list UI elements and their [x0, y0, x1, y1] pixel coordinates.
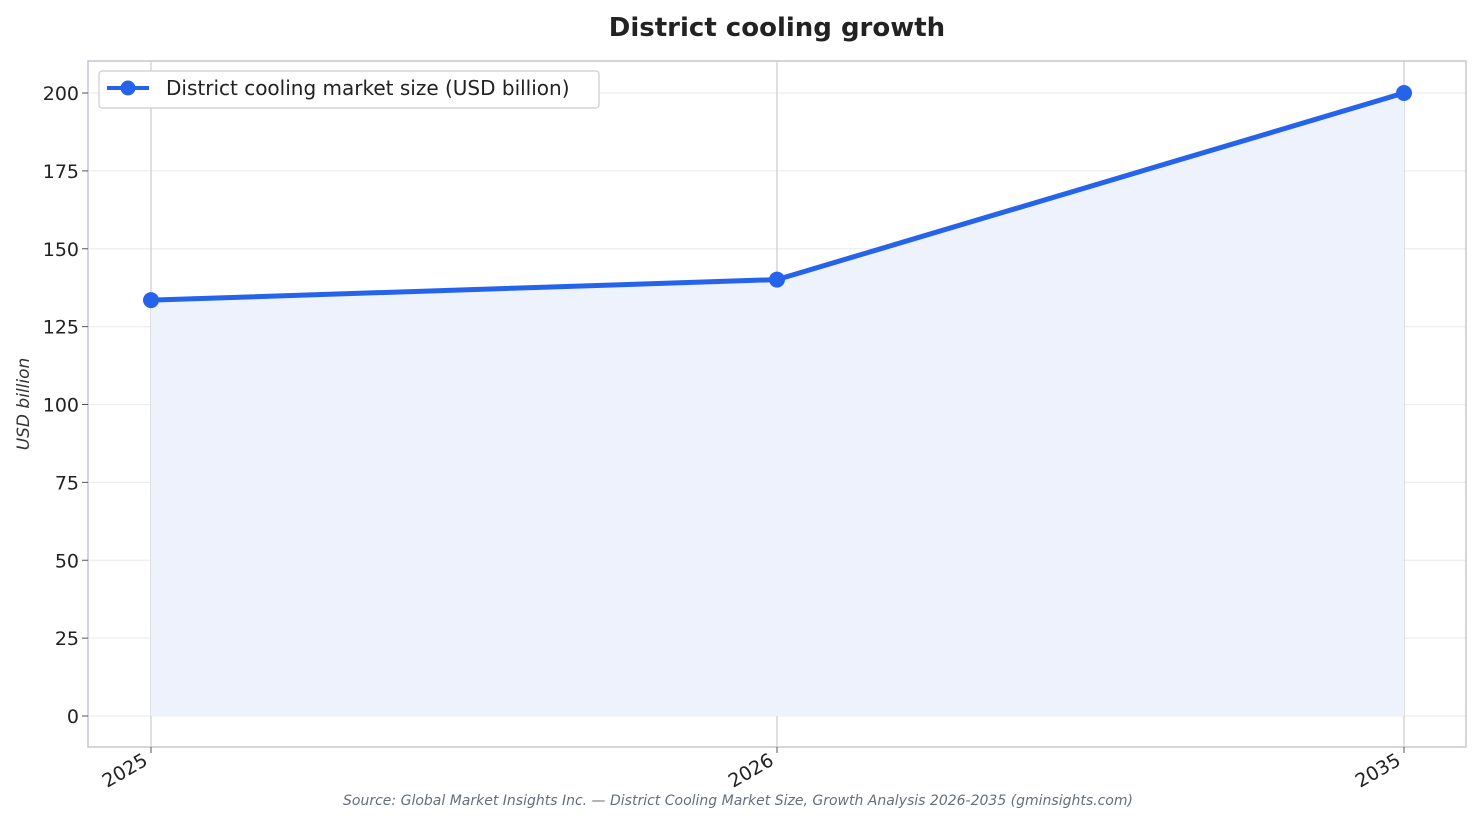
- y-tick-label: 150: [43, 239, 79, 261]
- legend: District cooling market size (USD billio…: [98, 70, 600, 109]
- legend-swatch-marker: [120, 80, 136, 96]
- data-point: [769, 271, 785, 288]
- data-point: [143, 292, 159, 309]
- y-tick-label: 25: [55, 628, 79, 650]
- legend-box: [98, 70, 600, 109]
- y-tick-label: 175: [43, 161, 79, 183]
- y-tick-label: 100: [43, 395, 79, 417]
- data-point: [1396, 85, 1412, 101]
- series-line-segment: [148, 277, 780, 303]
- legend-entry-label: District cooling market size (USD billio…: [166, 76, 570, 100]
- area-fill: [151, 93, 1404, 716]
- y-axis-label: USD billion: [14, 358, 34, 451]
- x-tick-label: 2025: [99, 749, 152, 792]
- y-tick-label: 0: [67, 706, 79, 728]
- series-line-layer: [148, 90, 1407, 303]
- y-tick-label: 200: [43, 83, 79, 105]
- x-tick-label: 2026: [725, 749, 778, 792]
- y-tick-label: 125: [43, 317, 79, 339]
- y-tick-labels: 0 25 50 75 100 125 150 175 200: [43, 83, 88, 728]
- chart-title: District cooling growth: [609, 13, 945, 43]
- x-tick-label: 2035: [1352, 749, 1405, 792]
- y-tick-label: 50: [55, 550, 79, 572]
- series-line-segment: [774, 90, 1407, 283]
- data-points: [143, 85, 1412, 309]
- source-note: Source: Global Market Insights Inc. — Di…: [343, 793, 1133, 809]
- x-tick-labels: 2025 2026 2035: [99, 747, 1405, 793]
- y-tick-label: 75: [55, 472, 79, 494]
- area-fill-layer: [151, 93, 1404, 716]
